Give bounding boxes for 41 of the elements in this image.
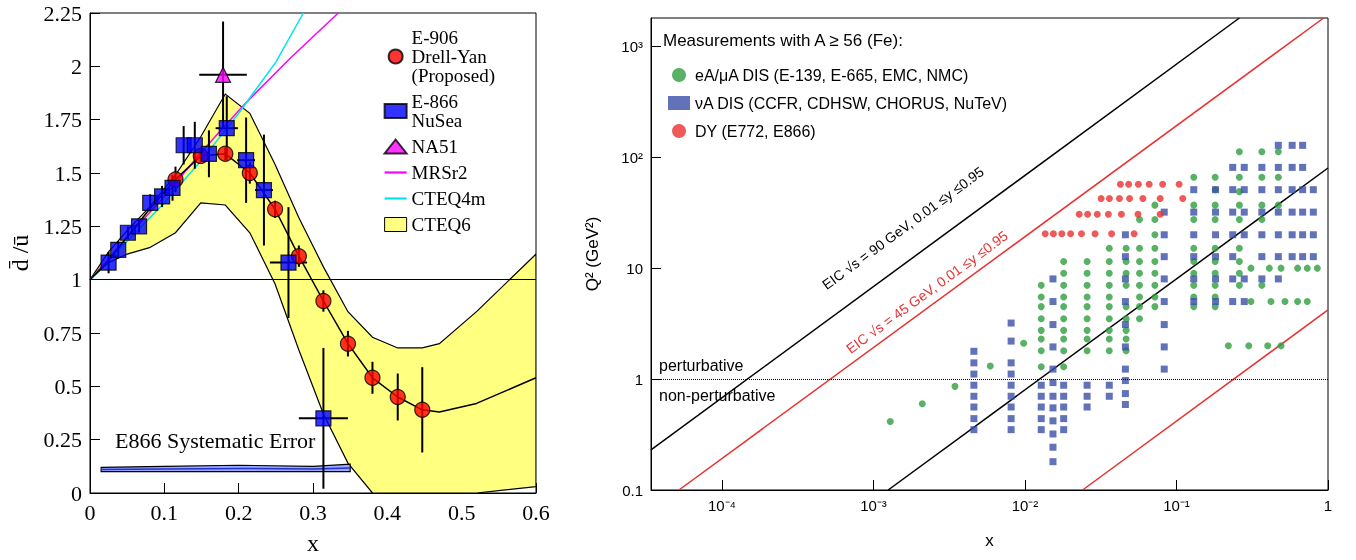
y-axis-title: Q² (GeV²) [583,216,602,292]
legend-title: Measurements with A ≥ 56 (Fe): [663,31,903,50]
x-tick-label: 0.3 [299,499,327,525]
legend-label: eA/μA DIS (E-139, E-665, EMC, NMC) [695,66,969,84]
legend-label: MRSr2 [411,162,468,183]
legend-label: DY (E772, E866) [695,122,816,140]
y-tick-label: 0.75 [43,320,82,346]
y-tick-label: 0.25 [43,427,82,453]
y-tick-label: 2.25 [43,0,82,26]
y-tick-label: 10³ [621,37,643,55]
y-tick-label: 0.5 [54,373,82,399]
x-tick-label: 0.6 [522,499,550,525]
x-tick-label: 0.2 [224,499,253,525]
x-tick-label: 0.5 [447,499,476,525]
y-tick-label: 0.1 [622,481,643,499]
legend-label: CTEQ6 [411,214,471,235]
x-tick-label: 10⁻² [1011,497,1039,514]
y-tick-label: 10 [626,259,643,277]
x-tick-label: 0.4 [373,499,402,525]
y-tick-label: 1.5 [54,160,82,186]
y-tick-label: 1 [71,267,82,293]
x-tick-label: 0.1 [150,499,179,525]
x-axis-title: x [985,531,995,550]
y-tick-label: 1.25 [43,213,82,239]
y-tick-label: 1.75 [43,107,82,133]
x-tick-label: 10⁻⁴ [707,497,737,514]
x-tick-label: 10⁻³ [860,497,887,514]
x-tick-label: 1 [1323,497,1333,514]
y-axis-title: d̄ /ū [7,234,33,272]
legend-label: CTEQ4m [411,188,486,209]
x-axis-title: x [307,530,319,556]
legend-label: E-906 Drell-Yan (Proposed) [411,27,496,87]
y-tick-label: 1 [634,370,643,388]
legend-label: νA DIS (CCFR, CDHSW, CHORUS, NuTeV) [695,94,1008,112]
x-tick-label: 10⁻¹ [1163,497,1190,514]
legend-label: E-866 NuSea [411,91,463,131]
y-tick-label: 10² [621,148,643,166]
annotation: E866 Systematic Error [115,427,317,453]
legend-label: NA51 [411,136,459,157]
annotation: perturbative [659,356,744,374]
y-tick-label: 2 [71,53,82,79]
